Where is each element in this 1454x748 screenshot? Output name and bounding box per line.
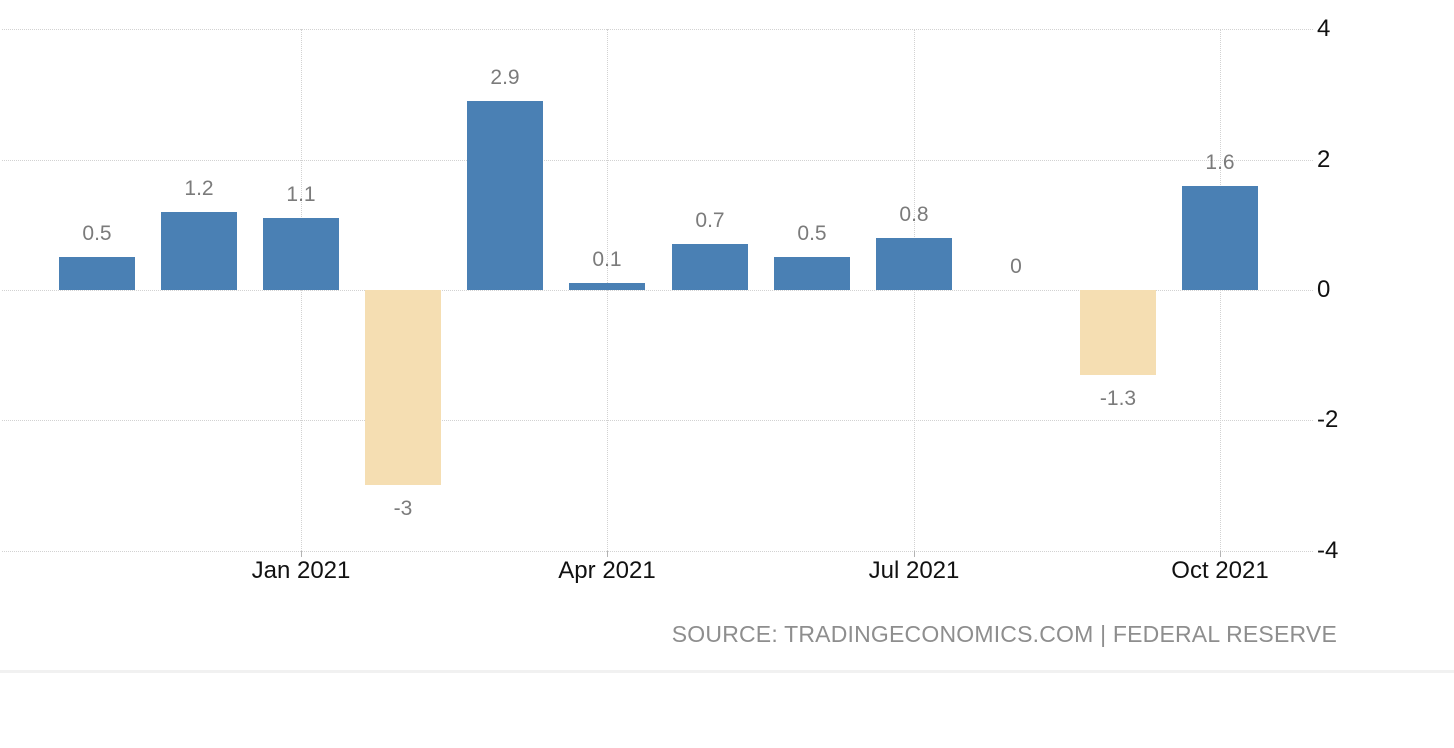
bar[interactable] — [161, 212, 237, 290]
y-axis-tick-label: 2 — [1317, 146, 1331, 173]
bar-value-label: 0.1 — [592, 248, 622, 271]
x-axis-tick-mark — [914, 551, 915, 557]
x-axis-tick-label: Apr 2021 — [558, 557, 656, 584]
bar-value-label: 0.7 — [695, 209, 725, 232]
y-axis-tick-label: -2 — [1317, 406, 1339, 433]
bar-value-label: -1.3 — [1099, 387, 1137, 410]
bar[interactable] — [59, 257, 135, 290]
bar[interactable] — [467, 101, 543, 290]
horizontal-gridline — [2, 29, 1313, 30]
x-axis-tick-mark — [607, 551, 608, 557]
bar[interactable] — [263, 218, 339, 290]
horizontal-gridline — [2, 160, 1313, 161]
bar-value-label: -3 — [393, 497, 413, 520]
y-axis-tick-label: -4 — [1317, 537, 1339, 564]
bar[interactable] — [774, 257, 850, 290]
bar-value-label: 0.5 — [82, 222, 112, 245]
bar[interactable] — [1182, 186, 1258, 290]
horizontal-gridline — [2, 420, 1313, 421]
bar-value-label: 1.1 — [286, 183, 316, 206]
bar-value-label: 0.5 — [797, 222, 827, 245]
bar[interactable] — [365, 290, 441, 485]
bottom-separator-line — [0, 670, 1454, 673]
x-axis-tick-label: Jul 2021 — [868, 557, 960, 584]
bar[interactable] — [1080, 290, 1156, 375]
bar[interactable] — [672, 244, 748, 290]
horizontal-gridline — [2, 290, 1313, 291]
vertical-gridline — [301, 29, 302, 551]
x-axis-tick-label: Oct 2021 — [1171, 557, 1269, 584]
x-axis-tick-mark — [301, 551, 302, 557]
bar-chart-plot-area: 4 2 0 -2 -4 Jan 2021 Apr 2021 Jul 2021 Oct 2021 0… — [2, 15, 1339, 584]
horizontal-gridline — [2, 551, 1313, 552]
y-axis-tick-label: 4 — [1317, 15, 1331, 42]
bar[interactable] — [569, 283, 645, 290]
y-axis-tick-label: 0 — [1317, 276, 1331, 303]
bar-value-label: 1.2 — [184, 177, 214, 200]
bar-value-label: 1.6 — [1205, 151, 1235, 174]
vertical-gridline — [607, 29, 608, 551]
x-axis-tick-label: Jan 2021 — [251, 557, 351, 584]
x-axis-tick-mark — [1220, 551, 1221, 557]
bar-value-label: 0.8 — [899, 203, 929, 226]
bar[interactable] — [876, 238, 952, 290]
vertical-gridline — [1220, 29, 1221, 551]
source-attribution-text: SOURCE: TRADINGECONOMICS.COM | FEDERAL R… — [671, 621, 1337, 647]
vertical-gridline — [914, 29, 915, 551]
bar-value-label: 0 — [1010, 255, 1022, 278]
bar-value-label: 2.9 — [490, 66, 520, 89]
